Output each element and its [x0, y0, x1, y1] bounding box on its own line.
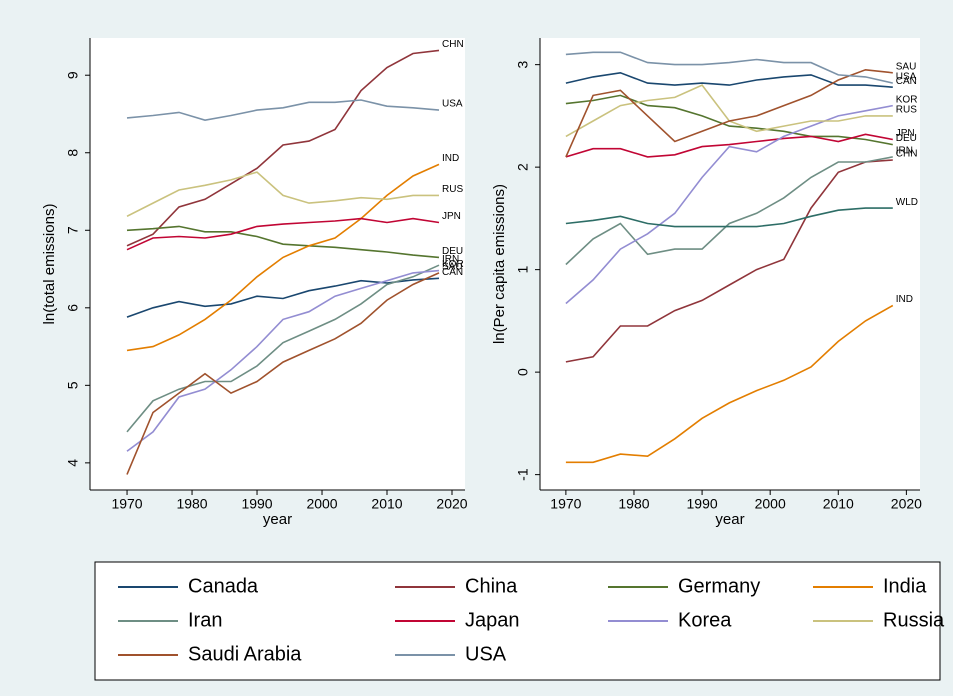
series-line: [565, 156, 893, 266]
y-tick-label: -1: [515, 468, 531, 481]
series-line: [126, 99, 440, 122]
x-tick-label: 2010: [823, 496, 854, 512]
y-tick-label: 9: [65, 71, 81, 79]
series-line: [565, 68, 893, 158]
series-line: [565, 133, 893, 158]
series-label: RUS: [896, 105, 917, 116]
y-axis-title: ln(total emissions): [41, 204, 58, 325]
plot-area: [540, 38, 920, 490]
legend-label: Saudi Arabia: [188, 643, 302, 665]
y-tick-label: 0: [515, 368, 531, 376]
series-label: CHN: [442, 39, 464, 50]
y-tick-label: 5: [65, 381, 81, 389]
series-label: JPN: [896, 128, 915, 139]
y-tick-label: 7: [65, 226, 81, 234]
y-tick-label: 3: [515, 61, 531, 69]
series-line: [126, 264, 440, 433]
legend-label: China: [465, 575, 518, 597]
y-tick-label: 1: [515, 266, 531, 274]
legend-label: Iran: [188, 609, 222, 631]
x-tick-label: 2000: [306, 496, 337, 512]
series-line: [565, 94, 893, 146]
y-tick-label: 4: [65, 459, 81, 467]
x-tick-label: 2020: [891, 496, 922, 512]
series-label: CAN: [896, 76, 917, 87]
legend-label: Russia: [883, 609, 945, 631]
y-tick-label: 8: [65, 149, 81, 157]
legend-label: USA: [465, 643, 507, 665]
series-label: KOR: [896, 94, 918, 105]
x-tick-label: 1990: [241, 496, 272, 512]
series-label: KOR: [442, 259, 464, 270]
series-line: [565, 104, 893, 305]
x-axis-title: year: [715, 511, 744, 528]
series-line: [126, 171, 439, 218]
series-line: [565, 304, 894, 464]
series-line: [126, 49, 440, 247]
legend-label: Germany: [678, 575, 760, 597]
y-axis-title: ln(Per capita emissions): [491, 184, 508, 344]
series-label: RUS: [442, 184, 463, 195]
x-tick-label: 2010: [371, 496, 402, 512]
series-label: USA: [442, 99, 463, 110]
x-axis-title: year: [263, 511, 292, 528]
series-line: [565, 207, 893, 228]
legend-label: Korea: [678, 609, 732, 631]
series-label: SAU: [442, 262, 463, 273]
series-line: [565, 51, 893, 84]
series-label: JPN: [442, 211, 461, 222]
plot-area: [90, 38, 465, 490]
series-label: SAU: [896, 61, 917, 72]
series-line: [565, 71, 893, 88]
series-line: [126, 217, 440, 251]
legend-label: India: [883, 575, 927, 597]
series-label: IRN: [896, 146, 913, 157]
x-tick-label: 1990: [687, 496, 718, 512]
series-line: [126, 277, 440, 318]
series-label: WLD: [896, 197, 918, 208]
x-tick-label: 1980: [176, 496, 207, 512]
x-tick-label: 1970: [550, 496, 581, 512]
series-label: IND: [442, 153, 459, 164]
series-label: IND: [896, 294, 913, 305]
series-line: [565, 159, 893, 363]
series-label: IRN: [442, 254, 459, 265]
series-label: CHN: [896, 149, 918, 160]
series-label: CAN: [442, 267, 463, 278]
series-line: [126, 272, 440, 475]
legend-label: Canada: [188, 575, 259, 597]
series-line: [126, 163, 440, 352]
x-tick-label: 1970: [111, 496, 142, 512]
y-tick-label: 6: [65, 304, 81, 312]
x-tick-label: 2020: [436, 496, 467, 512]
series-label: DEU: [442, 246, 463, 257]
series-label: USA: [896, 72, 917, 83]
y-tick-label: 2: [515, 163, 531, 171]
series-label: DEU: [896, 133, 917, 144]
series-line: [126, 225, 440, 259]
x-tick-label: 2000: [755, 496, 786, 512]
legend-box: [94, 561, 941, 681]
series-line: [126, 269, 440, 452]
x-tick-label: 1980: [618, 496, 649, 512]
legend-label: Japan: [465, 609, 520, 631]
